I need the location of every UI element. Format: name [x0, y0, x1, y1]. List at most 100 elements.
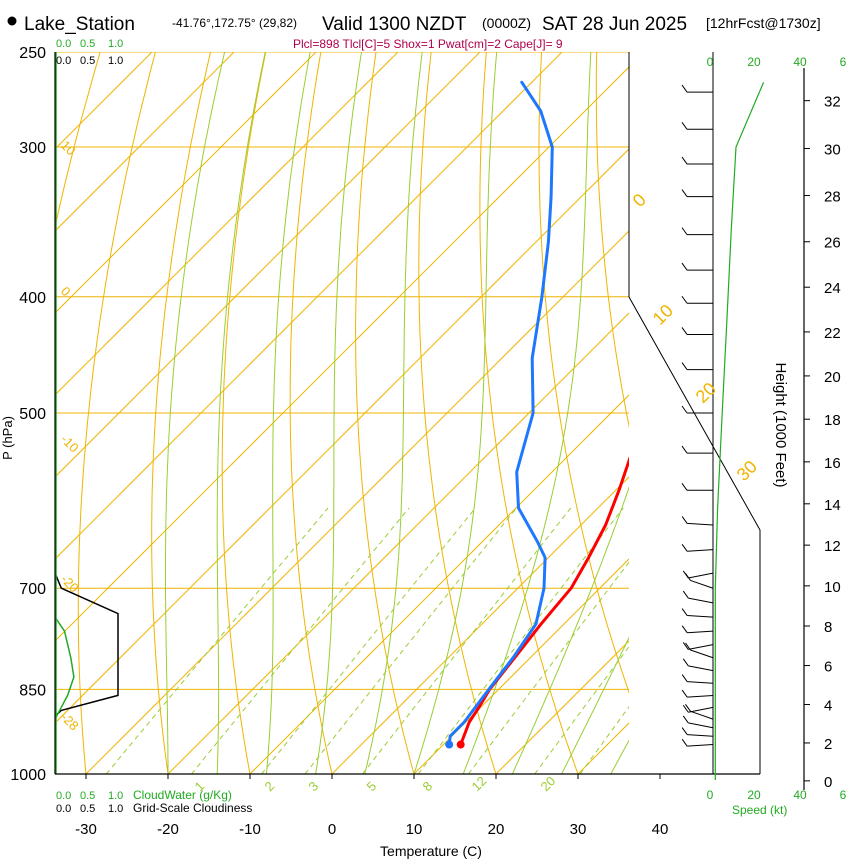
mixing-ratio-label: 2	[262, 778, 278, 794]
moist-adiabat	[462, 52, 592, 774]
wind-barb	[687, 734, 714, 737]
height-tick-label: 6	[824, 659, 832, 676]
isotherm--80	[55, 52, 399, 396]
cloudwater-axis-label: 0.5	[80, 38, 95, 50]
utc-time: (0000Z)	[482, 15, 531, 31]
pressure-tick-label: 400	[19, 290, 46, 307]
moist-adiabat	[315, 52, 362, 774]
wind-barb-flag	[682, 715, 689, 724]
mixing-ratio-line	[579, 705, 629, 774]
pressure-tick-label: 1000	[10, 767, 46, 784]
wind-barb-flag	[681, 445, 688, 454]
temperature-tick-label: -20	[157, 821, 179, 838]
wind-barb-flag	[681, 295, 688, 304]
dry-adiabat--10	[221, 52, 267, 774]
dry-adiabat-label: 0	[629, 190, 650, 211]
height-tick-label: 32	[824, 94, 841, 111]
height-axis-title: Height (1000 Feet)	[772, 362, 789, 487]
dry-adiabat-label: 30	[733, 457, 761, 485]
cloudwater-axis-label: 0.5	[80, 790, 95, 802]
wind-barb-flag	[681, 227, 688, 235]
cloudiness-axis-label: 0.0	[56, 803, 71, 815]
cloudiness-profile	[55, 572, 119, 717]
speed-axis-label: 40	[793, 788, 807, 802]
y-axis-title: P (hPa)	[0, 416, 15, 460]
mixing-ratio-line	[362, 507, 572, 774]
isotherm--20	[167, 312, 629, 774]
surface-dewpoint-marker	[445, 740, 454, 749]
station-coords: -41.76°,172.75° (29,82)	[172, 16, 297, 30]
cloudwater-profile	[55, 616, 75, 720]
wind-barb-flag	[681, 608, 688, 616]
wind-barb-flag	[681, 727, 688, 735]
wind-barb	[687, 630, 714, 634]
cloudwater-axis-label: 0.0	[56, 790, 71, 802]
wind-barb-flag	[681, 483, 688, 491]
wind-barb-flag	[681, 689, 688, 698]
height-tick-label: 10	[824, 579, 841, 596]
height-tick-label: 22	[824, 325, 841, 342]
mixing-ratio-line	[534, 645, 629, 774]
wind-barb	[687, 549, 714, 552]
wind-barb-flag	[682, 658, 689, 667]
cloudiness-axis-label: 1.0	[108, 803, 123, 815]
wind-barb-flag	[685, 573, 691, 581]
mixing-ratio-label: 20	[538, 773, 559, 794]
header: Lake_Station -41.76°,172.75° (29,82) Val…	[7, 14, 821, 51]
wind-barb	[688, 572, 714, 579]
mixing-ratio-line	[191, 507, 410, 774]
wind-barb-flag	[681, 543, 688, 552]
wind-barb	[687, 694, 714, 698]
mixing-ratio-line	[261, 507, 476, 774]
wind-barb-flag	[681, 122, 688, 130]
wind-barb-flag	[681, 674, 688, 682]
moist-adiabat	[511, 486, 629, 774]
wind-barb	[688, 644, 714, 650]
wind-barb	[687, 681, 714, 684]
forecast-label: [12hrFcst@1730z]	[706, 15, 821, 31]
dry-adiabat-20	[418, 52, 497, 774]
height-tick-label: 26	[824, 235, 841, 252]
wind-barb-flag	[682, 590, 689, 599]
moist-adiabat	[216, 52, 266, 774]
wind-barb-flag	[681, 625, 688, 633]
temperature-tick-label: 40	[652, 821, 669, 838]
wind-barb-flag	[682, 704, 689, 713]
speed-axis-label: 20	[747, 788, 761, 802]
cloudiness-legend: Grid-Scale Cloudiness	[133, 801, 252, 815]
mixing-ratio-label: 8	[420, 778, 436, 794]
height-tick-label: 24	[824, 280, 841, 297]
isotherm--70	[55, 52, 481, 478]
cloudwater-axis-label: 1.0	[108, 790, 123, 802]
dry-adiabat--30	[77, 52, 156, 774]
height-tick-label: 8	[824, 619, 832, 636]
wind-speed-profile	[714, 82, 765, 780]
dry-adiabat--20	[151, 52, 212, 774]
wind-barb-flag	[681, 262, 688, 271]
cloudwater-legend: CloudWater (g/Kg)	[133, 788, 232, 802]
wind-barb-flag	[682, 642, 689, 650]
cloudiness-axis-label: 0.5	[80, 55, 95, 67]
isotherm--50	[55, 66, 629, 642]
cloudwater-axis-label: 1.0	[108, 38, 123, 50]
dry-adiabat-30	[479, 52, 579, 774]
wind-barb-flag	[685, 642, 691, 651]
mixing-ratio-line	[304, 507, 517, 774]
wind-barb-flag	[681, 156, 688, 165]
x-axis-title: Temperature (C)	[380, 843, 482, 859]
height-tick-label: 4	[824, 698, 832, 715]
wind-barb-flag	[681, 738, 688, 747]
mixing-ratio-label: 12	[469, 773, 490, 794]
speed-axis-label: 6	[840, 55, 847, 69]
moist-adiabat-label: -28	[58, 710, 82, 734]
pressure-tick-label: 700	[19, 581, 46, 598]
wind-barb-flag	[681, 327, 688, 335]
moist-adiabat	[265, 52, 311, 774]
height-tick-label: 12	[824, 538, 841, 555]
temperature-tick-label: -10	[239, 821, 261, 838]
temperature-tick-label: 20	[488, 821, 505, 838]
height-tick-label: 28	[824, 189, 841, 206]
moist-adiabat-label: -10	[58, 432, 82, 456]
height-tick-label: 0	[824, 774, 832, 791]
cloudiness-axis-label: 1.0	[108, 55, 123, 67]
